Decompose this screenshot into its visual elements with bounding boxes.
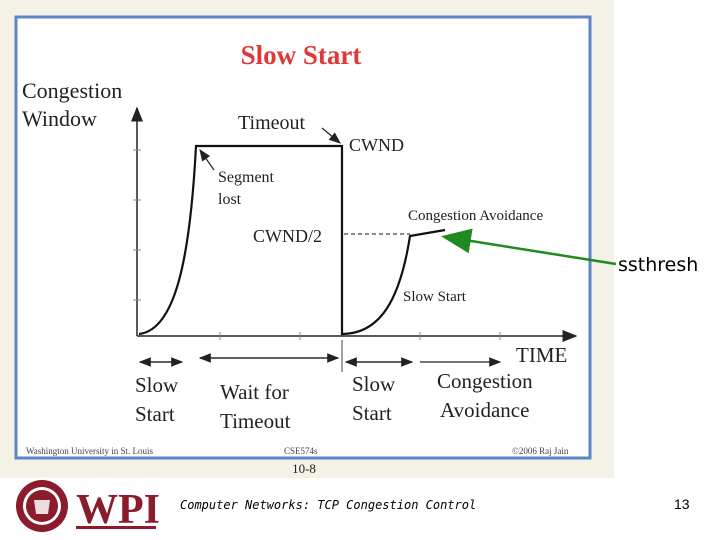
slow-start-right-label: Slow Start <box>403 289 467 305</box>
phase-label-1-line2: Start <box>135 402 175 426</box>
slide-image: Slow Start Congestion Window TIME Timeou… <box>0 0 614 478</box>
phase-arrows <box>138 353 502 367</box>
phase-label-3-line1: Slow <box>352 372 396 396</box>
ssthresh-label: ssthresh <box>618 254 699 276</box>
phase-label-2-line1: Wait for <box>220 380 289 404</box>
slide-title: Slow Start <box>241 40 362 70</box>
footer-course-text: Computer Networks: TCP Congestion Contro… <box>180 498 477 512</box>
segment-lost-label-line1: Segment <box>218 169 275 186</box>
x-axis-label: TIME <box>516 343 567 367</box>
slide-number: 10-8 <box>292 461 316 476</box>
cwnd-half-label: CWND/2 <box>253 226 322 246</box>
y-axis-label-line1: Congestion <box>22 78 122 103</box>
segment-lost-label-line2: lost <box>218 191 242 208</box>
slide-footer-right: ©2006 Raj Jain <box>512 446 569 456</box>
phase-label-4-line2: Avoidance <box>440 398 529 422</box>
y-axis-label-line2: Window <box>22 106 97 131</box>
page-number: 13 <box>674 496 690 512</box>
slide-footer-left: Washington University in St. Louis <box>26 446 154 456</box>
phase-label-3-line2: Start <box>352 401 392 425</box>
wpi-logo-text: WPI <box>76 487 160 533</box>
congestion-avoidance-top-label: Congestion Avoidance <box>408 208 543 224</box>
cwnd-label: CWND <box>349 135 404 155</box>
phase-label-1-line1: Slow <box>135 373 179 397</box>
x-axis-ticks <box>219 332 501 340</box>
y-axis-ticks <box>133 149 141 301</box>
timeout-label: Timeout <box>238 112 306 134</box>
segment-lost-arrow <box>199 149 215 171</box>
phase-label-4-line1: Congestion <box>437 369 533 393</box>
slide-footer-center: CSE574s <box>284 446 318 456</box>
phase-label-2-line2: Timeout <box>220 409 291 433</box>
cwnd-curve <box>138 144 446 336</box>
timeout-arrow <box>321 127 341 144</box>
wpi-logo: WPI <box>16 480 160 533</box>
